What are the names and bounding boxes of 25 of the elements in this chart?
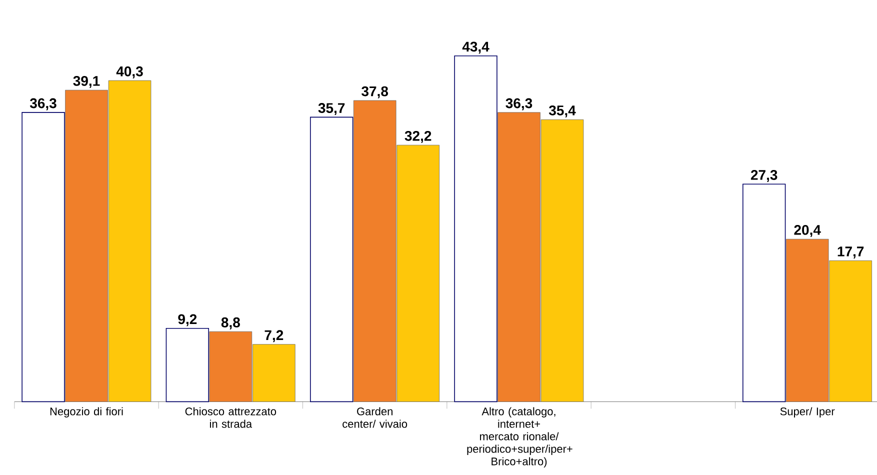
x-tick-label: Garden center/ vivaio bbox=[342, 407, 408, 428]
data-label: 36,3 bbox=[30, 98, 56, 110]
data-label: 35,7 bbox=[318, 103, 345, 116]
x-tick-label: Chiosco attrezzato in strada bbox=[185, 407, 276, 428]
data-label: 8,8 bbox=[221, 317, 240, 330]
data-label: 7,2 bbox=[264, 330, 284, 342]
data-label: 20,4 bbox=[794, 224, 821, 237]
data-label: 35,4 bbox=[548, 105, 576, 118]
data-label: 17,7 bbox=[838, 246, 864, 258]
data-label: 43,4 bbox=[462, 42, 490, 54]
bar bbox=[310, 116, 354, 402]
x-tick-label: Altro (catalogo, internet+ mercato rionale/ periodico+super/iper+ Brico+altro) bbox=[467, 407, 572, 468]
bar bbox=[22, 112, 65, 402]
data-label: 39,1 bbox=[73, 76, 100, 88]
bar bbox=[454, 55, 498, 402]
data-label: 27,3 bbox=[750, 170, 778, 182]
data-label: 32,2 bbox=[404, 130, 432, 143]
data-label: 37,8 bbox=[362, 86, 388, 98]
x-tick-label: Negozio di fiori bbox=[50, 407, 123, 418]
data-label: 9,2 bbox=[178, 314, 197, 326]
data-label: 36,3 bbox=[506, 98, 532, 110]
bar bbox=[742, 184, 786, 402]
data-label: 40,3 bbox=[116, 66, 143, 78]
bar bbox=[166, 328, 210, 402]
x-tick-label: Super/ Iper bbox=[780, 407, 835, 418]
